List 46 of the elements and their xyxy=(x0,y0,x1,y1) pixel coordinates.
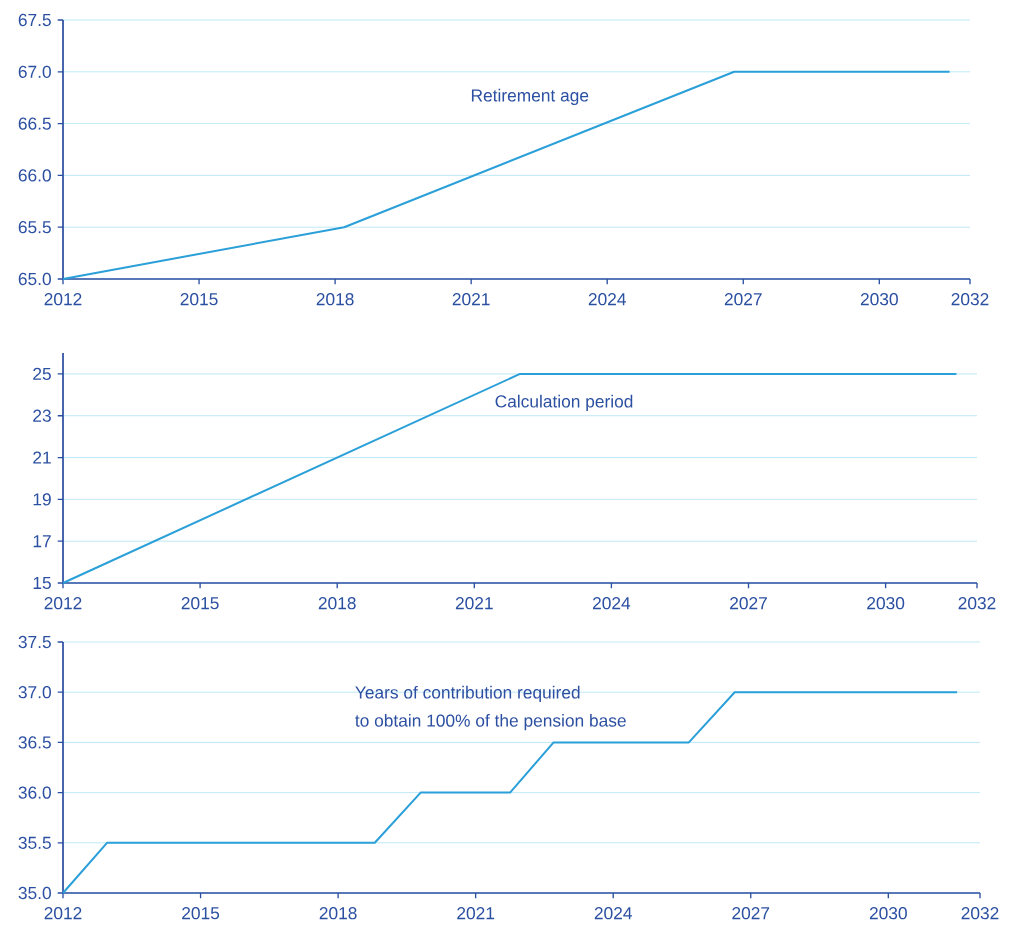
x-tick-label: 2032 xyxy=(958,597,996,610)
x-tick-label: 2021 xyxy=(452,293,490,306)
x-tick-label: 2015 xyxy=(182,907,220,920)
x-tick-label: 2024 xyxy=(593,597,631,610)
x-tick-label: 2024 xyxy=(588,293,626,306)
y-tick-label: 19 xyxy=(33,493,51,506)
y-tick-label: 37.5 xyxy=(18,635,51,649)
x-tick-label: 2015 xyxy=(180,293,218,306)
y-tick-label: 25 xyxy=(33,367,51,381)
y-tick-label: 35.0 xyxy=(18,886,51,900)
x-tick-label: 2030 xyxy=(869,907,907,920)
x-tick-label: 2027 xyxy=(732,907,770,920)
y-tick-label: 35.5 xyxy=(18,836,51,849)
x-tick-label: 2032 xyxy=(951,293,989,306)
x-tick-label: 2030 xyxy=(860,293,898,306)
y-tick-label: 67.5 xyxy=(18,13,51,27)
y-tick-label: 17 xyxy=(33,535,51,548)
y-tick-label: 67.0 xyxy=(18,65,51,78)
annotation: Retirement age xyxy=(471,88,589,105)
y-tick-label: 65.0 xyxy=(18,272,51,286)
y-tick-label: 65.5 xyxy=(18,221,51,234)
x-tick-label: 2012 xyxy=(44,907,82,920)
y-tick-label: 37.0 xyxy=(18,686,51,699)
y-tick-label: 66.0 xyxy=(18,169,51,182)
y-tick-label: 15 xyxy=(33,576,51,590)
x-tick-label: 2015 xyxy=(181,597,219,610)
annotation: Calculation period xyxy=(495,394,633,411)
x-tick-label: 2012 xyxy=(44,293,82,306)
y-tick-label: 36.0 xyxy=(18,786,51,799)
x-tick-label: 2032 xyxy=(961,907,999,920)
x-tick-label: 2027 xyxy=(730,597,767,610)
y-tick-label: 23 xyxy=(33,409,51,422)
annotation: Years of contribution required xyxy=(355,685,580,703)
x-tick-label: 2021 xyxy=(457,907,495,920)
y-tick-label: 66.5 xyxy=(18,117,51,130)
x-tick-label: 2030 xyxy=(867,597,905,610)
x-tick-label: 2018 xyxy=(318,597,356,610)
annotation: to obtain 100% of the pension base xyxy=(355,713,626,731)
x-tick-label: 2018 xyxy=(316,293,354,306)
x-tick-label: 2012 xyxy=(44,597,82,610)
x-tick-label: 2021 xyxy=(455,597,493,610)
x-tick-label: 2027 xyxy=(724,293,762,306)
y-tick-label: 21 xyxy=(33,451,51,464)
y-tick-label: 36.5 xyxy=(18,736,51,749)
x-tick-label: 2024 xyxy=(594,907,632,920)
x-tick-label: 2018 xyxy=(319,907,357,920)
